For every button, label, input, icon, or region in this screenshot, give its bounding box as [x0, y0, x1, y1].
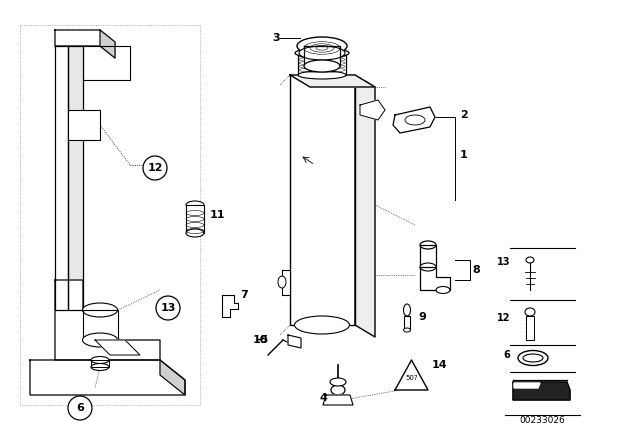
- Circle shape: [68, 396, 92, 420]
- Text: 6: 6: [503, 350, 510, 360]
- Polygon shape: [395, 360, 428, 390]
- Polygon shape: [513, 382, 570, 400]
- Polygon shape: [68, 46, 83, 310]
- Polygon shape: [83, 46, 130, 80]
- Ellipse shape: [330, 378, 346, 386]
- Text: 00233026: 00233026: [519, 415, 565, 425]
- Text: 50?: 50?: [405, 375, 418, 381]
- Polygon shape: [420, 267, 450, 290]
- Ellipse shape: [525, 308, 535, 316]
- Ellipse shape: [294, 316, 349, 334]
- Ellipse shape: [518, 350, 548, 366]
- Polygon shape: [420, 245, 436, 267]
- Text: –5: –5: [255, 335, 268, 345]
- Polygon shape: [83, 310, 118, 340]
- Ellipse shape: [403, 328, 410, 332]
- Polygon shape: [222, 295, 238, 317]
- Polygon shape: [304, 46, 340, 66]
- Polygon shape: [526, 316, 534, 340]
- Text: 12: 12: [147, 163, 163, 173]
- Text: 4: 4: [319, 393, 327, 403]
- Polygon shape: [360, 100, 385, 120]
- Text: 3: 3: [273, 33, 280, 43]
- Text: 7: 7: [240, 290, 248, 300]
- Ellipse shape: [526, 257, 534, 263]
- Polygon shape: [290, 75, 375, 87]
- Polygon shape: [290, 75, 355, 325]
- Ellipse shape: [83, 303, 118, 317]
- Polygon shape: [288, 335, 301, 348]
- Polygon shape: [55, 46, 68, 310]
- Ellipse shape: [299, 46, 345, 60]
- Polygon shape: [30, 360, 185, 395]
- Ellipse shape: [331, 385, 345, 395]
- Ellipse shape: [523, 354, 543, 362]
- Ellipse shape: [405, 115, 425, 125]
- Ellipse shape: [298, 71, 346, 79]
- Text: 8: 8: [472, 265, 480, 275]
- Text: 2: 2: [460, 110, 468, 120]
- Polygon shape: [55, 30, 115, 58]
- Ellipse shape: [186, 229, 204, 237]
- Circle shape: [143, 156, 167, 180]
- Polygon shape: [393, 107, 435, 133]
- Ellipse shape: [295, 48, 349, 58]
- Polygon shape: [91, 360, 109, 367]
- Polygon shape: [160, 360, 185, 395]
- Text: 6: 6: [76, 403, 84, 413]
- Polygon shape: [514, 383, 540, 388]
- Polygon shape: [55, 280, 160, 360]
- Ellipse shape: [436, 287, 450, 293]
- Text: 1: 1: [460, 150, 468, 160]
- Text: 13: 13: [497, 257, 510, 267]
- Polygon shape: [323, 395, 353, 405]
- Text: 10: 10: [253, 335, 268, 345]
- Ellipse shape: [297, 37, 347, 55]
- Polygon shape: [95, 340, 140, 355]
- Ellipse shape: [403, 304, 410, 316]
- Text: 14: 14: [432, 360, 447, 370]
- Text: 12: 12: [497, 313, 510, 323]
- Polygon shape: [298, 53, 346, 75]
- Polygon shape: [100, 30, 115, 58]
- Ellipse shape: [420, 263, 436, 271]
- Polygon shape: [68, 110, 100, 140]
- Polygon shape: [282, 270, 290, 295]
- Ellipse shape: [83, 333, 118, 347]
- Ellipse shape: [186, 201, 204, 209]
- Ellipse shape: [91, 363, 109, 370]
- Ellipse shape: [278, 276, 286, 288]
- Polygon shape: [186, 205, 204, 233]
- Text: 11: 11: [210, 210, 225, 220]
- Polygon shape: [355, 75, 375, 337]
- Ellipse shape: [420, 241, 436, 249]
- Text: 13: 13: [160, 303, 176, 313]
- Circle shape: [156, 296, 180, 320]
- Polygon shape: [404, 316, 410, 330]
- Ellipse shape: [304, 60, 340, 72]
- Ellipse shape: [91, 357, 109, 363]
- Text: 9: 9: [418, 312, 426, 322]
